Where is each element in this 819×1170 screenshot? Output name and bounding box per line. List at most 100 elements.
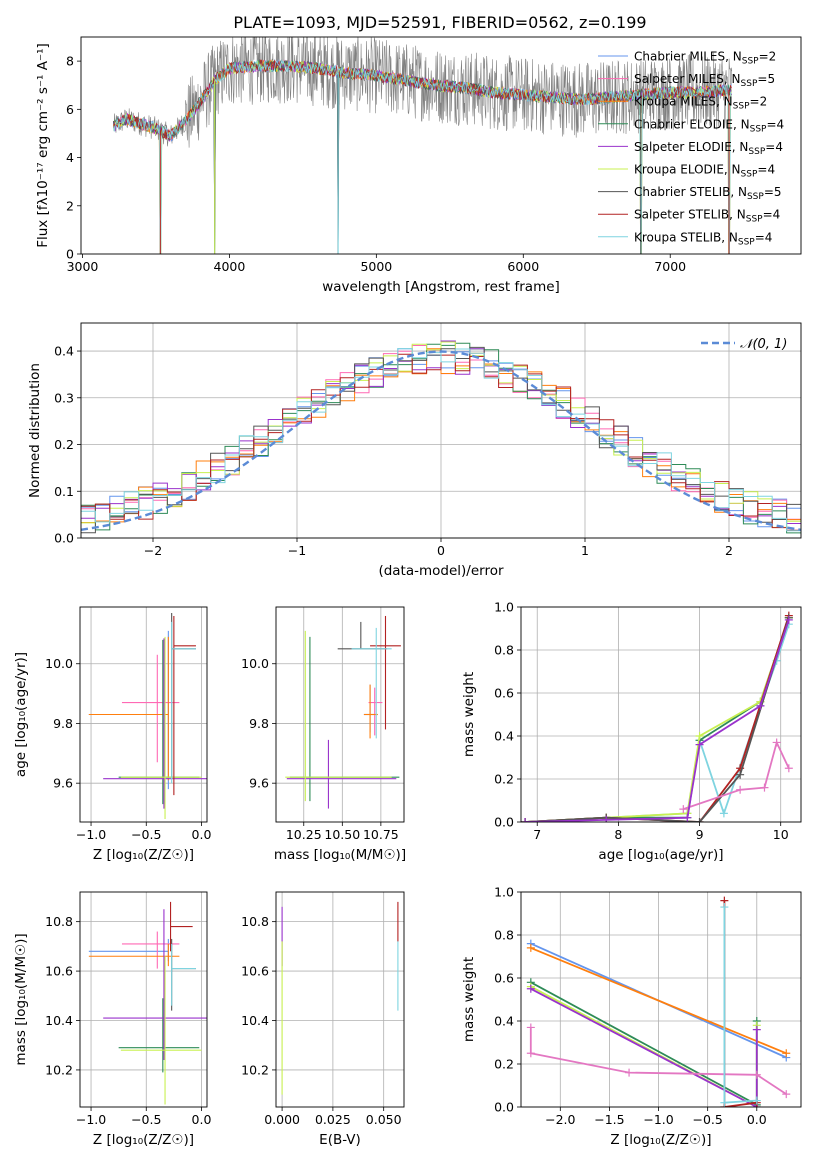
y-tick-label: 0.1: [54, 484, 74, 499]
x-tick-label: 0.0: [192, 1112, 212, 1127]
weight-point-marker: [760, 783, 769, 792]
histogram-step-kroupa-stelib: [81, 348, 801, 532]
weight-series-line: [530, 947, 787, 1055]
weight-point-marker: [720, 1098, 729, 1107]
weight-point-marker: [521, 818, 530, 822]
weight-point-marker: [602, 815, 611, 822]
legend-label-sub: SSP: [741, 79, 758, 89]
x-tick-label: 5000: [360, 259, 392, 274]
x-tick-label: 2: [725, 543, 733, 558]
weight-point-marker: [782, 1090, 791, 1099]
y-tick-label: 0.8: [494, 643, 514, 658]
weight-point-marker: [756, 701, 765, 710]
histogram-step-salpeter-stelib: [81, 353, 801, 531]
figure-title: PLATE=1093, MJD=52591, FIBERID=0562, z=0…: [233, 13, 646, 32]
grid-lines: [80, 892, 207, 1107]
axes-frame: [79, 891, 208, 1108]
y-tick-label: 10.2: [241, 1062, 269, 1077]
axes-frame: [520, 606, 802, 823]
x-tick-label: 10.75: [363, 827, 399, 842]
plot-area: [521, 611, 793, 822]
age-vs-metallicity-panel: −1.0 −0.5 0.0 9.6 9.8 10.0 Z [log₁₀(Z/Z☉)] age …: [13, 606, 211, 863]
weight-point-marker: [720, 903, 729, 912]
weight-point-marker: [526, 984, 535, 993]
legend-label-tail: =5: [764, 185, 782, 199]
plot-area: [285, 615, 401, 809]
x-axis-label: age [log₁₀(age/yr)]: [598, 847, 723, 863]
plot-area: [112, 37, 733, 254]
axes-frame: [520, 891, 802, 1108]
y-tick-label: 0.6: [494, 971, 514, 986]
legend-label-tail: =5: [757, 72, 775, 86]
model-spectrum-kroupa-stelib-line: [112, 59, 732, 254]
legend-entry-label: Kroupa MILES, NSSP=2: [634, 95, 767, 112]
legend-label-sub: SSP: [742, 57, 759, 67]
legend-entry-label: Salpeter MILES, NSSP=5: [634, 72, 775, 89]
weight-point-marker: [752, 1025, 761, 1034]
y-tick-label: 10.8: [241, 914, 269, 929]
weight-point-marker: [526, 1049, 535, 1058]
y-tick-label: 0.0: [54, 531, 74, 546]
x-axis-label: mass [log₁₀(M/M☉)]: [274, 847, 406, 863]
y-tick-label: 0.2: [494, 1057, 514, 1072]
plot-area: [81, 340, 801, 534]
weight-series-line: [530, 988, 758, 1107]
legend-label-sub: SSP: [746, 215, 763, 225]
weight-point-marker: [782, 1049, 791, 1058]
x-axis-label: wavelength [Angstrom, rest frame]: [322, 279, 560, 295]
x-tick-label: 1: [581, 543, 589, 558]
legend-entry-label: Salpeter ELODIE, NSSP=4: [634, 140, 783, 157]
x-tick-label: 10.25: [286, 827, 322, 842]
age-vs-mass-panel: 10.25 10.50 10.75 9.6 9.8 10.0 mass [log₁₀(M/M…: [241, 606, 406, 863]
y-axis-label: Flux [fλ10⁻¹⁷ erg cm⁻² s⁻¹ A⁻¹]: [35, 43, 51, 248]
plot-area: [526, 896, 791, 1107]
legend-label-sub: SSP: [750, 124, 767, 134]
y-tick-label: 10.2: [45, 1062, 73, 1077]
weight-point-marker: [683, 813, 692, 822]
x-axis-label: (data-model)/error: [378, 563, 504, 579]
x-tick-label: 0.0: [747, 1112, 767, 1127]
axes-frame: [80, 322, 802, 539]
grid-lines: [276, 607, 404, 822]
y-tick-label: 0: [66, 247, 74, 262]
y-tick-label: 9.8: [249, 716, 269, 731]
y-tick-label: 1.0: [494, 600, 514, 615]
x-tick-label: −0.5: [131, 827, 161, 842]
plot-area: [88, 901, 207, 1105]
grid-lines: [80, 607, 207, 822]
x-tick-label: 0.000: [264, 1112, 300, 1127]
plot-area: [88, 612, 207, 820]
weight-point-marker: [772, 738, 781, 747]
y-tick-label: 9.6: [249, 776, 269, 791]
weight-point-marker: [736, 770, 745, 779]
y-axis-label: mass weight: [461, 672, 477, 757]
x-tick-label: 3000: [67, 259, 99, 274]
y-tick-label: 0.4: [54, 344, 74, 359]
mass-vs-metallicity-panel: −1.0 −0.5 0.0 10.2 10.4 10.6 10.8 Z [log₁₀(Z/Z☉…: [13, 891, 212, 1148]
weight-point-marker: [695, 732, 704, 740]
x-tick-label: 4000: [214, 259, 246, 274]
x-axis-label: Z [log₁₀(Z/Z☉)]: [610, 1132, 711, 1148]
legend-label-base: Chabrier MILES, N: [634, 50, 742, 64]
legend-label-sub: SSP: [747, 192, 764, 202]
x-tick-label: −1.0: [76, 1112, 106, 1127]
x-tick-label: 10.50: [324, 827, 360, 842]
y-tick-label: 10.4: [45, 1013, 73, 1028]
y-tick-label: 0.0: [494, 815, 514, 830]
x-tick-label: 8: [614, 827, 622, 842]
weight-series-line: [525, 617, 790, 822]
x-axis-label: E(B-V): [319, 1132, 361, 1148]
x-tick-label: 9: [696, 827, 704, 842]
weight-point-marker: [784, 764, 793, 773]
legend-label-tail: =4: [766, 117, 784, 131]
axes-frame: [275, 891, 405, 1108]
weight-point-marker: [719, 809, 728, 818]
legend-label-base: Salpeter ELODIE, N: [634, 140, 748, 154]
legend-label-sub: SSP: [748, 147, 765, 157]
x-tick-label: 10: [773, 827, 789, 842]
y-tick-label: 0.4: [494, 1014, 514, 1029]
legend-entry-label: Kroupa STELIB, NSSP=4: [634, 230, 772, 247]
weight-point-marker: [736, 785, 745, 794]
x-axis-label: Z [log₁₀(Z/Z☉)]: [93, 847, 194, 863]
